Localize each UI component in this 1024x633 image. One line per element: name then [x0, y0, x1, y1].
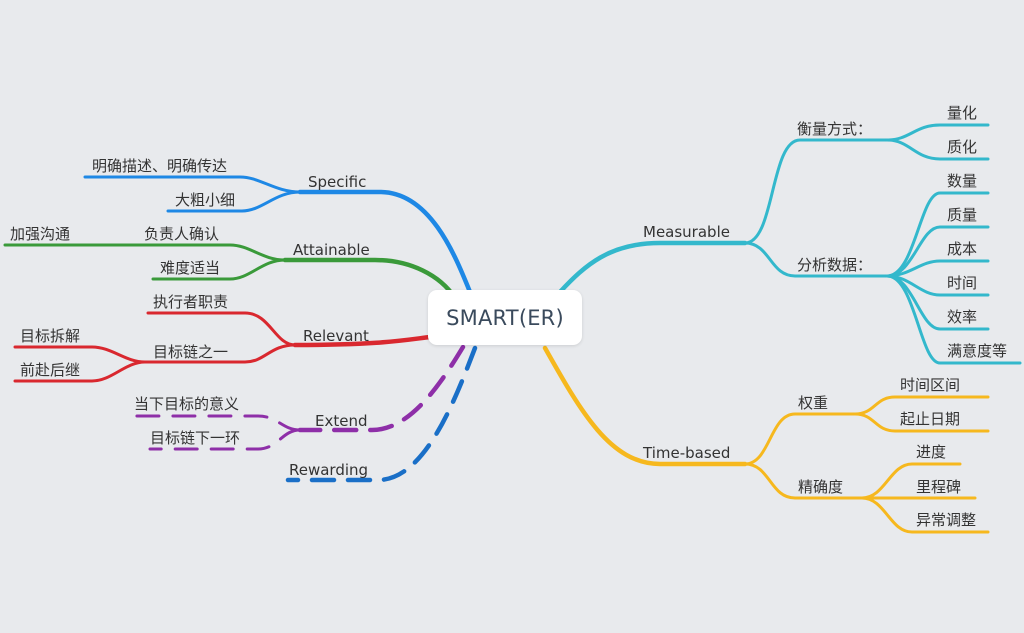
node-chain-succession[interactable]: 前赴后继 [20, 361, 81, 379]
node-attainable-owner[interactable]: 负责人确认 [144, 225, 220, 243]
node-time-precision[interactable]: 精确度 [798, 478, 844, 496]
node-weight-dates[interactable]: 起止日期 [900, 410, 961, 428]
link-root-specific [297, 189, 473, 295]
node-chain-split[interactable]: 目标拆解 [20, 327, 81, 345]
root-label: SMART(ER) [446, 305, 564, 330]
link-relevant-chain [143, 343, 297, 364]
node-extend-meaning[interactable]: 当下目标的意义 [134, 395, 240, 413]
link-measurable-method [743, 138, 889, 245]
link-root-timebased [542, 345, 748, 467]
link-attainable-owner [138, 243, 287, 262]
link-specific-coarse [166, 190, 302, 213]
node-precision-progress[interactable]: 进度 [916, 443, 947, 461]
link-chain-split [13, 345, 147, 364]
node-measurable-method[interactable]: 衡量方式： [797, 120, 873, 138]
node-relevant-chain[interactable]: 目标链之一 [153, 343, 229, 361]
node-rewarding[interactable]: Rewarding [289, 461, 369, 479]
link-extend-meaning [126, 414, 302, 432]
link-attainable-difficulty [151, 258, 287, 281]
node-analysis-sat[interactable]: 满意度等 [947, 342, 1008, 360]
node-analysis-qty[interactable]: 数量 [947, 172, 978, 190]
link-weight-dates [853, 412, 990, 433]
node-specific-desc[interactable]: 明确描述、明确传达 [92, 157, 228, 175]
link-time-weight [743, 412, 857, 466]
link-measurable-analysis [743, 241, 889, 278]
link-time-precision [743, 462, 864, 500]
node-analysis-eff[interactable]: 效率 [947, 308, 978, 326]
node-relevant-duty[interactable]: 执行者职责 [153, 293, 229, 311]
node-attainable-difficulty[interactable]: 难度适当 [160, 259, 221, 277]
node-time-based[interactable]: Time-based [643, 444, 731, 462]
node-specific-coarse[interactable]: 大粗小细 [175, 191, 236, 209]
node-owner-communicate[interactable]: 加强沟通 [10, 225, 71, 243]
link-relevant-duty [146, 311, 297, 347]
link-analysis-sat [885, 274, 1022, 365]
link-root-relevant [292, 334, 433, 348]
link-root-rewarding [285, 345, 478, 483]
node-relevant[interactable]: Relevant [303, 327, 369, 345]
node-analysis-time[interactable]: 时间 [947, 274, 978, 292]
node-method-qual[interactable]: 质化 [947, 138, 978, 156]
link-method-qual [885, 138, 990, 161]
link-chain-succession [13, 360, 147, 383]
link-extend-next [148, 428, 302, 451]
link-root-measurable [557, 240, 748, 295]
root-node[interactable]: SMART(ER) [428, 290, 582, 345]
node-analysis-cost[interactable]: 成本 [947, 240, 978, 258]
node-analysis-quality[interactable]: 质量 [947, 206, 978, 224]
node-extend-next[interactable]: 目标链下一环 [150, 429, 241, 447]
node-weight-interval[interactable]: 时间区间 [900, 376, 961, 394]
node-time-weight[interactable]: 权重 [798, 394, 829, 412]
link-root-extend [297, 344, 466, 433]
node-precision-anomaly[interactable]: 异常调整 [916, 511, 977, 529]
node-measurable[interactable]: Measurable [643, 223, 730, 241]
link-precision-anomaly [860, 496, 990, 534]
node-attainable[interactable]: Attainable [293, 241, 370, 259]
node-precision-milestone[interactable]: 里程碑 [916, 478, 962, 496]
link-specific-desc [83, 175, 302, 194]
node-specific[interactable]: Specific [308, 173, 367, 191]
node-extend[interactable]: Extend [315, 412, 368, 430]
node-measurable-analysis[interactable]: 分析数据： [797, 256, 873, 274]
node-method-quant[interactable]: 量化 [947, 104, 978, 122]
